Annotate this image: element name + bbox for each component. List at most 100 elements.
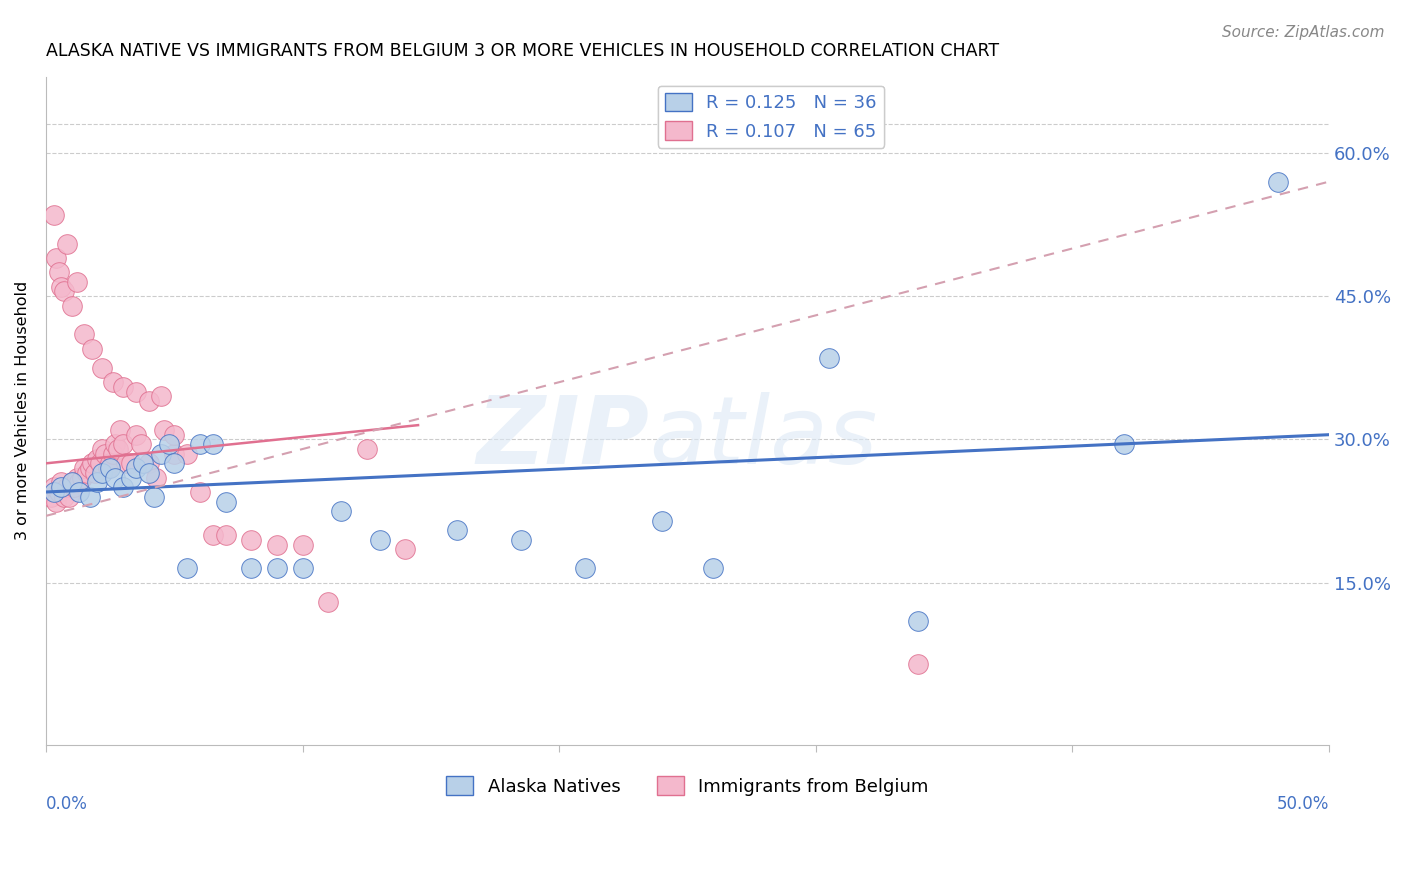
Point xyxy=(79,461,101,475)
Point xyxy=(509,533,531,547)
Point xyxy=(125,384,148,399)
Point xyxy=(79,490,101,504)
Point xyxy=(163,427,186,442)
Point xyxy=(66,275,89,289)
Point xyxy=(188,437,211,451)
Text: 0.0%: 0.0% xyxy=(46,795,87,814)
Point xyxy=(145,470,167,484)
Point xyxy=(1112,437,1135,451)
Point xyxy=(176,447,198,461)
Point xyxy=(89,456,111,470)
Point xyxy=(291,537,314,551)
Point xyxy=(163,447,186,461)
Point xyxy=(60,475,83,490)
Point xyxy=(291,561,314,575)
Point xyxy=(98,456,121,470)
Point xyxy=(702,561,724,575)
Point xyxy=(48,485,70,500)
Point xyxy=(356,442,378,456)
Point xyxy=(176,561,198,575)
Point xyxy=(58,490,80,504)
Text: atlas: atlas xyxy=(650,392,877,483)
Point xyxy=(42,208,65,222)
Point xyxy=(125,427,148,442)
Point xyxy=(94,447,117,461)
Point xyxy=(70,470,93,484)
Point xyxy=(110,423,132,437)
Point xyxy=(104,470,127,484)
Point xyxy=(574,561,596,575)
Point xyxy=(1267,175,1289,189)
Point xyxy=(446,523,468,537)
Point xyxy=(907,657,929,671)
Text: ZIP: ZIP xyxy=(477,392,650,483)
Point xyxy=(111,437,134,451)
Point xyxy=(111,480,134,494)
Point xyxy=(129,437,152,451)
Point xyxy=(60,299,83,313)
Point xyxy=(394,542,416,557)
Point xyxy=(240,533,263,547)
Point xyxy=(45,251,67,265)
Point xyxy=(91,360,114,375)
Point xyxy=(266,561,288,575)
Point xyxy=(214,494,236,508)
Point xyxy=(67,485,90,500)
Point xyxy=(125,461,148,475)
Point xyxy=(86,475,108,490)
Point xyxy=(67,475,90,490)
Point xyxy=(114,456,136,470)
Text: 50.0%: 50.0% xyxy=(1277,795,1329,814)
Point xyxy=(101,375,124,389)
Y-axis label: 3 or more Vehicles in Household: 3 or more Vehicles in Household xyxy=(15,281,30,541)
Point xyxy=(150,447,173,461)
Point xyxy=(107,442,129,456)
Point xyxy=(138,456,160,470)
Point xyxy=(86,451,108,466)
Point xyxy=(101,447,124,461)
Point xyxy=(42,480,65,494)
Point xyxy=(91,442,114,456)
Point xyxy=(316,595,339,609)
Point xyxy=(111,380,134,394)
Point xyxy=(138,394,160,409)
Point xyxy=(66,470,89,484)
Point xyxy=(48,265,70,279)
Point xyxy=(132,456,155,470)
Point xyxy=(45,494,67,508)
Point xyxy=(96,461,118,475)
Point xyxy=(76,466,98,480)
Text: ALASKA NATIVE VS IMMIGRANTS FROM BELGIUM 3 OR MORE VEHICLES IN HOUSEHOLD CORRELA: ALASKA NATIVE VS IMMIGRANTS FROM BELGIUM… xyxy=(46,42,1000,60)
Point xyxy=(91,466,114,480)
Point xyxy=(55,236,77,251)
Point xyxy=(52,490,75,504)
Point xyxy=(163,456,186,470)
Point xyxy=(817,351,839,366)
Point xyxy=(39,490,62,504)
Point xyxy=(55,480,77,494)
Point xyxy=(201,528,224,542)
Point xyxy=(907,614,929,628)
Point xyxy=(120,456,142,470)
Point xyxy=(188,485,211,500)
Point xyxy=(368,533,391,547)
Point xyxy=(330,504,353,518)
Point xyxy=(98,461,121,475)
Point xyxy=(51,475,73,490)
Point xyxy=(82,456,104,470)
Point xyxy=(82,342,104,356)
Point xyxy=(60,475,83,490)
Point xyxy=(42,485,65,500)
Point xyxy=(266,537,288,551)
Point xyxy=(52,285,75,299)
Text: Source: ZipAtlas.com: Source: ZipAtlas.com xyxy=(1222,25,1385,40)
Point xyxy=(651,514,673,528)
Legend: R = 0.125   N = 36, R = 0.107   N = 65: R = 0.125 N = 36, R = 0.107 N = 65 xyxy=(658,86,884,148)
Point xyxy=(157,437,180,451)
Point xyxy=(142,490,165,504)
Point xyxy=(153,423,176,437)
Point xyxy=(63,480,86,494)
Point xyxy=(73,461,96,475)
Point xyxy=(51,480,73,494)
Point xyxy=(214,528,236,542)
